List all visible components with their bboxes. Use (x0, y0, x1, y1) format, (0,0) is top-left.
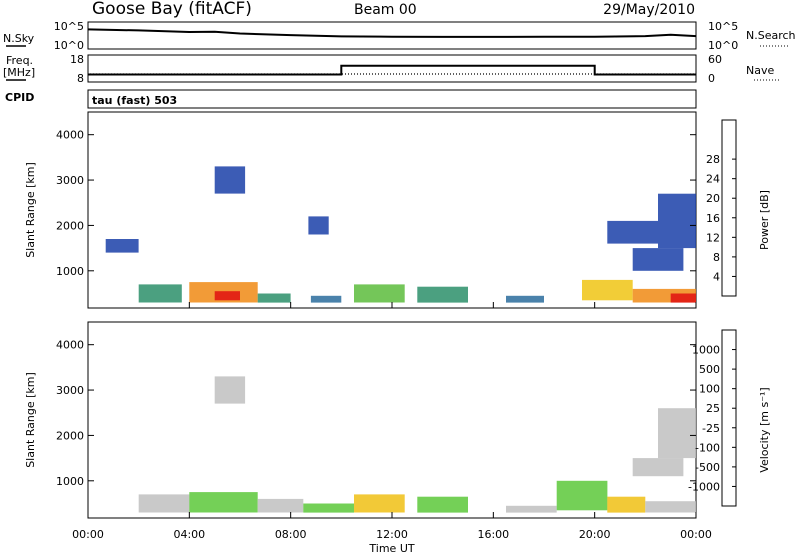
velocity-region (138, 494, 190, 513)
x-tick-label: 00:00 (72, 528, 104, 541)
nave-label: Nave (746, 64, 774, 77)
power-colorbar-tick-label: 16 (706, 212, 720, 225)
cpid-text: tau (fast) 503 (92, 94, 177, 107)
velocity-data-regions (138, 376, 696, 513)
freq-unit: [MHz] (3, 66, 35, 79)
power-ytick-label: 2000 (56, 219, 84, 232)
freq-tick-bottom: 8 (77, 72, 84, 85)
time-x-axis: 00:00 04:00 08:00 12:00 16:00 20:00 00:00 (72, 302, 712, 541)
power-ytick-label: 4000 (56, 129, 84, 142)
velocity-colorbar-tick-label: -100 (695, 441, 720, 454)
velocity-colorbar-tick-label: -1000 (688, 480, 720, 493)
velocity-ytick-label: 4000 (56, 339, 84, 352)
power-colorbar-tick-label: 4 (713, 270, 720, 283)
power-region (506, 295, 544, 303)
x-tick-label: 04:00 (173, 528, 205, 541)
power-region (308, 216, 329, 235)
nsearch-label: N.Search (746, 29, 796, 42)
nave-tick-bottom: 0 (708, 72, 715, 85)
power-colorbar-tick-label: 28 (706, 153, 720, 166)
velocity-colorbar-tick-label: 25 (706, 402, 720, 415)
power-colorbar-tick-label: 12 (706, 231, 720, 244)
power-ytick-label: 3000 (56, 174, 84, 187)
velocity-region (658, 408, 696, 459)
x-tick-label: 00:00 (680, 528, 712, 541)
velocity-colorbar-tick-label: 500 (699, 363, 720, 376)
velocity-colorbar-tick-label: 100 (699, 383, 720, 396)
velocity-region (556, 480, 608, 511)
nsky-label: N.Sky (3, 32, 35, 45)
velocity-y-axis: 1000 2000 3000 4000 (56, 339, 696, 488)
nsearch-tick-bottom: 10^0 (708, 39, 738, 52)
velocity-ytick-label: 3000 (56, 384, 84, 397)
station-title: Goose Bay (fitACF) (92, 0, 252, 19)
power-region (138, 284, 182, 303)
power-panel-frame (87, 111, 697, 309)
velocity-region (354, 494, 405, 513)
power-region (105, 239, 139, 253)
velocity-region (417, 496, 468, 513)
power-region (670, 293, 696, 303)
power-region (607, 220, 658, 244)
x-tick-label: 20:00 (579, 528, 611, 541)
power-colorbar: 4 8 12 16 20 24 28 (706, 119, 737, 297)
freq-label: Freq. (6, 54, 33, 67)
nsky-series-line (87, 28, 697, 38)
power-data-regions (105, 166, 696, 303)
power-region (214, 166, 246, 194)
cpid-label: CPID (5, 91, 34, 104)
velocity-colorbar-tick-label: -25 (702, 422, 720, 435)
velocity-colorbar-tick-label: -500 (695, 461, 720, 474)
velocity-region (303, 503, 354, 513)
power-region (417, 286, 468, 303)
velocity-region (632, 458, 684, 477)
power-region (582, 279, 633, 301)
x-tick-label: 16:00 (477, 528, 509, 541)
cpid-panel-frame (87, 89, 697, 109)
velocity-region (214, 376, 246, 404)
power-ylabel: Slant Range [km] (24, 162, 37, 258)
velocity-region (257, 498, 304, 513)
velocity-region (645, 501, 696, 513)
velocity-region (506, 505, 557, 513)
power-region (632, 248, 684, 271)
power-colorbar-tick-label: 20 (706, 192, 720, 205)
power-ytick-label: 1000 (56, 265, 84, 278)
nsearch-tick-top: 10^5 (708, 20, 738, 33)
power-region (257, 293, 291, 303)
nsky-panel-frame (87, 21, 697, 50)
velocity-ylabel: Slant Range [km] (24, 372, 37, 468)
freq-series-line (88, 64, 696, 76)
power-region (310, 295, 342, 303)
power-region (214, 291, 240, 301)
power-y-axis: 1000 2000 3000 4000 (56, 129, 696, 278)
freq-tick-top: 18 (70, 53, 84, 66)
velocity-region (189, 492, 258, 513)
nave-tick-top: 60 (708, 53, 722, 66)
velocity-colorbar-tick-label: 1000 (692, 344, 720, 357)
x-axis-label: Time UT (368, 542, 414, 554)
date-title: 29/May/2010 (603, 2, 695, 18)
velocity-ytick-label: 2000 (56, 429, 84, 442)
velocity-ytick-label: 1000 (56, 475, 84, 488)
velocity-region (607, 496, 646, 513)
x-tick-label: 12:00 (376, 528, 408, 541)
power-colorbar-tick-label: 24 (706, 173, 720, 186)
freq-panel-frame (87, 54, 697, 83)
velocity-colorbar-label: Velocity [m s⁻¹] (758, 387, 771, 472)
beam-title: Beam 00 (354, 2, 417, 18)
power-colorbar-label: Power [dB] (758, 190, 771, 250)
velocity-colorbar: 1000 500 100 25 -25 -100 -500 -1000 (688, 329, 737, 507)
power-colorbar-tick-label: 8 (713, 251, 720, 264)
x-tick-label: 08:00 (275, 528, 307, 541)
nsky-tick-bottom: 10^0 (54, 39, 84, 52)
power-region (658, 193, 696, 249)
power-region (354, 284, 405, 303)
nsky-tick-top: 10^5 (54, 20, 84, 33)
